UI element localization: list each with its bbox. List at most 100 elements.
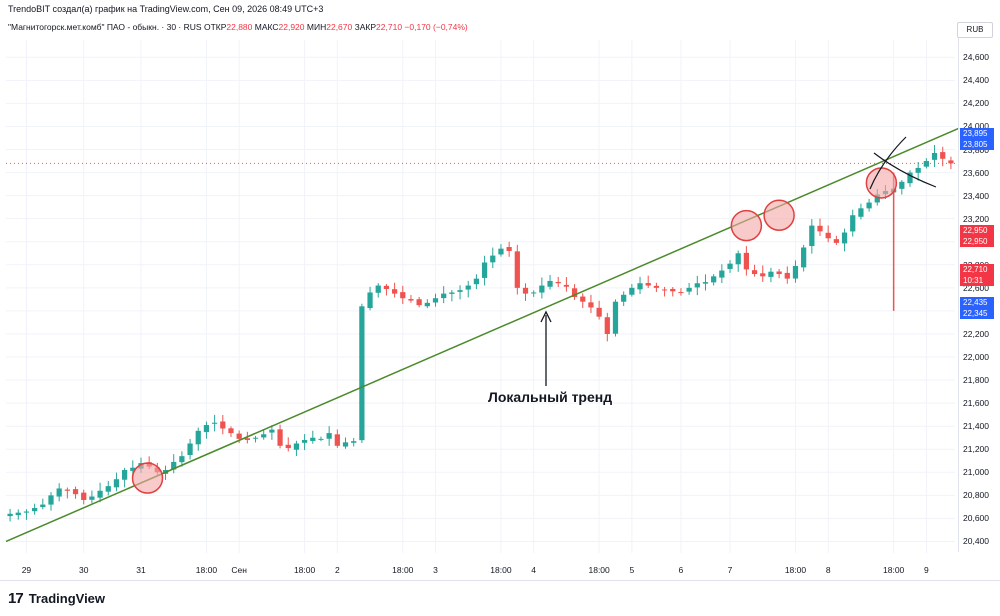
x-tick-label: 18:00: [195, 565, 218, 575]
candle-body: [768, 271, 774, 277]
candle-body: [15, 512, 21, 516]
candle-body: [383, 285, 390, 290]
candle-body: [228, 428, 234, 434]
candle-body: [351, 441, 357, 443]
candle-body: [432, 298, 439, 303]
x-tick-label: 5: [629, 565, 635, 575]
candle-body: [743, 252, 750, 270]
candle-body: [441, 293, 447, 299]
price-tag: 10:31: [960, 275, 994, 286]
candle-body: [809, 225, 815, 247]
x-tick-label: 7: [727, 565, 733, 575]
x-tick-label: 8: [825, 565, 831, 575]
candle-body: [571, 288, 578, 298]
candle-body: [735, 253, 741, 265]
candle-body: [252, 437, 259, 439]
candle-body: [113, 479, 120, 488]
chart-credit: TrendoBIT создал(а) график на TradingVie…: [8, 4, 324, 14]
candle-body: [539, 285, 545, 293]
symbol-name[interactable]: "Магнитогорск.мет.комб" ПАО - обыкн. · 3…: [8, 22, 202, 32]
x-tick-label: 29: [21, 565, 32, 575]
currency-button[interactable]: RUB: [957, 22, 993, 38]
candle-body: [481, 262, 488, 278]
y-tick-label: 22,200: [963, 328, 989, 339]
y-tick-label: 24,600: [963, 52, 989, 63]
candle-body: [653, 285, 660, 288]
candle-body: [122, 469, 128, 480]
y-tick-label: 20,400: [963, 536, 989, 547]
candle-body: [940, 152, 946, 159]
candle-body: [130, 467, 136, 471]
candle-body: [621, 294, 627, 302]
touch-point-circle: [865, 167, 898, 199]
candle-body: [858, 208, 864, 217]
candle-body: [776, 271, 782, 275]
candle-body: [48, 495, 54, 505]
candle-body: [678, 292, 684, 294]
x-tick-label: 18:00: [784, 565, 807, 575]
y-tick-label: 24,000: [963, 121, 989, 132]
x-tick-label: Сен: [231, 565, 247, 575]
x-tick-label: 18:00: [392, 565, 414, 575]
candle-body: [760, 273, 766, 277]
x-tick-label: 31: [136, 565, 146, 575]
candle-body: [555, 281, 561, 284]
candle-body: [563, 284, 570, 287]
price-tag: 23,895: [960, 128, 994, 139]
touch-point-circle: [730, 209, 763, 242]
candle-body: [801, 247, 807, 268]
candle-body: [661, 289, 668, 291]
trend-line: [5, 127, 960, 543]
candle-body: [334, 434, 340, 446]
x-tick-label: 18:00: [490, 565, 512, 575]
y-tick-label: 22,000: [963, 352, 989, 363]
y-tick-label: 23,400: [963, 190, 989, 201]
candle-body: [269, 429, 275, 433]
candle-body: [931, 152, 938, 160]
y-tick-label: 23,600: [963, 167, 989, 178]
tradingview-logo-text: TradingView: [28, 590, 106, 606]
price-tag: 22,710: [960, 264, 994, 275]
y-tick-label: 24,400: [963, 75, 989, 86]
candle-body: [645, 283, 651, 286]
x-tick-label: 4: [531, 565, 537, 575]
candle-body: [457, 290, 463, 292]
candle-body: [596, 307, 602, 317]
price-tag: 22,950: [960, 236, 994, 247]
candle-body: [342, 442, 349, 447]
y-tick-label: 21,200: [963, 444, 989, 455]
candle-body: [547, 280, 553, 287]
break-mark-line: [873, 152, 937, 188]
candle-body: [367, 292, 373, 309]
y-tick-label: 20,600: [963, 513, 989, 524]
candle-body: [7, 513, 13, 517]
open-value: 22,880: [226, 22, 253, 32]
y-tick-label: 22,600: [963, 282, 989, 293]
break-mark-line: [869, 136, 907, 190]
y-tick-label: 21,400: [963, 421, 989, 432]
candle-body: [727, 263, 733, 269]
low-label: МИН: [306, 22, 327, 32]
candle-body: [97, 490, 103, 498]
candle-body: [694, 283, 700, 288]
candle-body: [408, 299, 414, 301]
x-tick-label: 6: [678, 565, 684, 575]
candle-body: [285, 444, 291, 449]
x-tick-label: 30: [78, 565, 89, 575]
y-tick-label: 21,000: [963, 467, 989, 478]
price-tag: 22,435: [960, 297, 994, 308]
candle-body: [318, 438, 324, 440]
candle-body: [359, 306, 365, 441]
candle-body: [244, 438, 250, 441]
x-tick-label: 2: [334, 565, 340, 575]
high-label: МАКС: [254, 22, 279, 32]
candle-body: [32, 508, 38, 512]
candle-body: [81, 492, 87, 500]
x-tick-label: 9: [923, 565, 929, 575]
candle-body: [391, 289, 398, 294]
candle-body: [506, 247, 512, 251]
candle-body: [236, 433, 242, 439]
candle-body: [899, 181, 905, 189]
